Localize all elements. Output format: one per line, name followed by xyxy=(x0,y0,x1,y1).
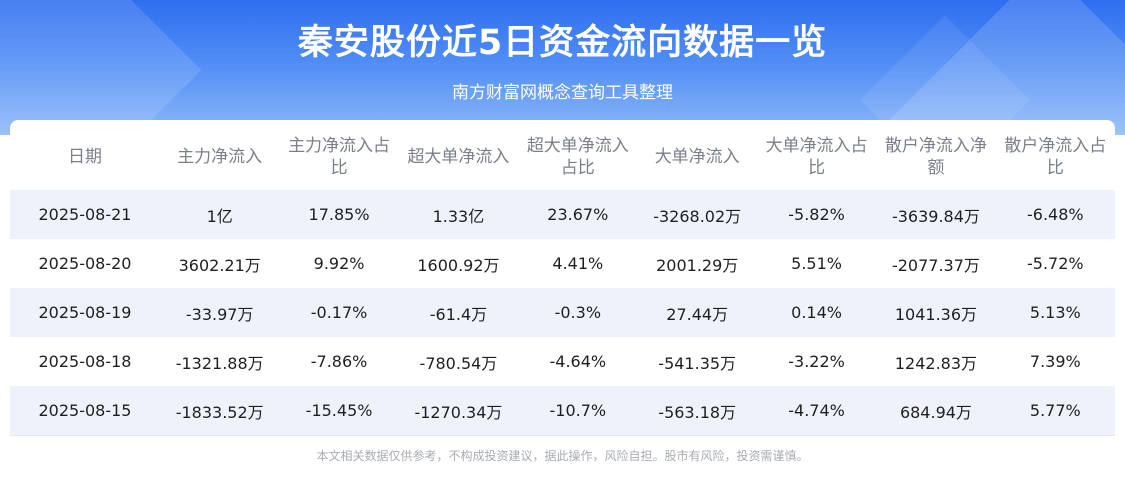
table-cell: 2025-08-20 xyxy=(10,239,160,288)
table-row: 2025-08-15 -1833.52万 -15.45% -1270.34万 -… xyxy=(10,386,1115,435)
fund-flow-table: 日期 主力净流入 主力净流入占比 超大单净流入 超大单净流入占比 大单净流入 大… xyxy=(10,124,1115,435)
table-cell: -563.18万 xyxy=(637,386,757,435)
table-cell: 1.33亿 xyxy=(398,190,519,239)
column-header-xl-inflow: 超大单净流入 xyxy=(407,147,510,167)
table-cell: -780.54万 xyxy=(398,337,519,386)
table-cell: 2025-08-15 xyxy=(10,386,160,435)
table-cell: 0.14% xyxy=(756,288,877,337)
table-cell: -2077.37万 xyxy=(876,239,996,288)
table-cell: 7.39% xyxy=(995,337,1115,386)
page-title: 秦安股份近5日资金流向数据一览 xyxy=(297,23,828,63)
table-header-row: 日期 主力净流入 主力净流入占比 超大单净流入 超大单净流入占比 大单净流入 大… xyxy=(10,124,1115,190)
table-cell: -1321.88万 xyxy=(160,337,280,386)
page-subtitle: 南方财富网概念查询工具整理 xyxy=(452,83,673,103)
table-cell: 2001.29万 xyxy=(637,239,757,288)
table-cell: -541.35万 xyxy=(637,337,757,386)
table-row: 2025-08-21 1亿 17.85% 1.33亿 23.67% -3268.… xyxy=(10,190,1115,239)
table-cell: 1041.36万 xyxy=(876,288,996,337)
table-cell: 2025-08-18 xyxy=(10,337,160,386)
table-cell: 9.92% xyxy=(279,239,399,288)
table-cell: -1270.34万 xyxy=(398,386,519,435)
table-cell: 27.44万 xyxy=(637,288,757,337)
table-cell: -3639.84万 xyxy=(876,190,996,239)
table-cell: -3.22% xyxy=(756,337,877,386)
column-header-large-ratio: 大单净流入占比 xyxy=(765,136,868,178)
table-cell: -10.7% xyxy=(518,386,638,435)
table-row: 2025-08-19 -33.97万 -0.17% -61.4万 -0.3% 2… xyxy=(10,288,1115,337)
table-cell: -7.86% xyxy=(279,337,399,386)
column-header-retail-inflow: 散户净流入净额 xyxy=(884,136,987,178)
column-header-retail-ratio: 散户净流入占比 xyxy=(1004,136,1107,178)
table-cell: 2025-08-19 xyxy=(10,288,160,337)
column-header-date: 日期 xyxy=(68,147,102,167)
table-cell: 4.41% xyxy=(518,239,638,288)
divider xyxy=(10,435,1115,436)
table-cell: -1833.52万 xyxy=(160,386,280,435)
table-cell: 1242.83万 xyxy=(876,337,996,386)
column-header-main-inflow: 主力净流入 xyxy=(177,147,263,167)
table-cell: -3268.02万 xyxy=(637,190,757,239)
column-header-large-inflow: 大单净流入 xyxy=(654,147,740,167)
header-banner: 秦安股份近5日资金流向数据一览 南方财富网概念查询工具整理 xyxy=(0,0,1125,135)
table-cell: -15.45% xyxy=(279,386,399,435)
table-row: 2025-08-18 -1321.88万 -7.86% -780.54万 -4.… xyxy=(10,337,1115,386)
table-cell: 5.77% xyxy=(995,386,1115,435)
table-cell: -61.4万 xyxy=(398,288,519,337)
table-cell: 5.51% xyxy=(756,239,877,288)
table-cell: 23.67% xyxy=(518,190,638,239)
table-cell: 3602.21万 xyxy=(160,239,280,288)
table-cell: 684.94万 xyxy=(876,386,996,435)
column-header-xl-ratio: 超大单净流入占比 xyxy=(526,136,629,178)
table-cell: -6.48% xyxy=(995,190,1115,239)
table-cell: -0.3% xyxy=(518,288,638,337)
column-header-main-ratio: 主力净流入占比 xyxy=(288,136,391,178)
table-cell: 2025-08-21 xyxy=(10,190,160,239)
table-cell: -0.17% xyxy=(279,288,399,337)
table-cell: 17.85% xyxy=(279,190,399,239)
table-cell: -33.97万 xyxy=(160,288,280,337)
table-row: 2025-08-20 3602.21万 9.92% 1600.92万 4.41%… xyxy=(10,239,1115,288)
table-cell: -5.82% xyxy=(756,190,877,239)
table-cell: -4.74% xyxy=(756,386,877,435)
table-cell: -5.72% xyxy=(995,239,1115,288)
table-cell: 5.13% xyxy=(995,288,1115,337)
table-cell: 1600.92万 xyxy=(398,239,519,288)
table-cell: -4.64% xyxy=(518,337,638,386)
table-cell: 1亿 xyxy=(160,190,280,239)
disclaimer-text: 本文相关数据仅供参考，不构成投资建议，据此操作，风险自担。股市有风险，投资需谨慎… xyxy=(316,449,809,463)
